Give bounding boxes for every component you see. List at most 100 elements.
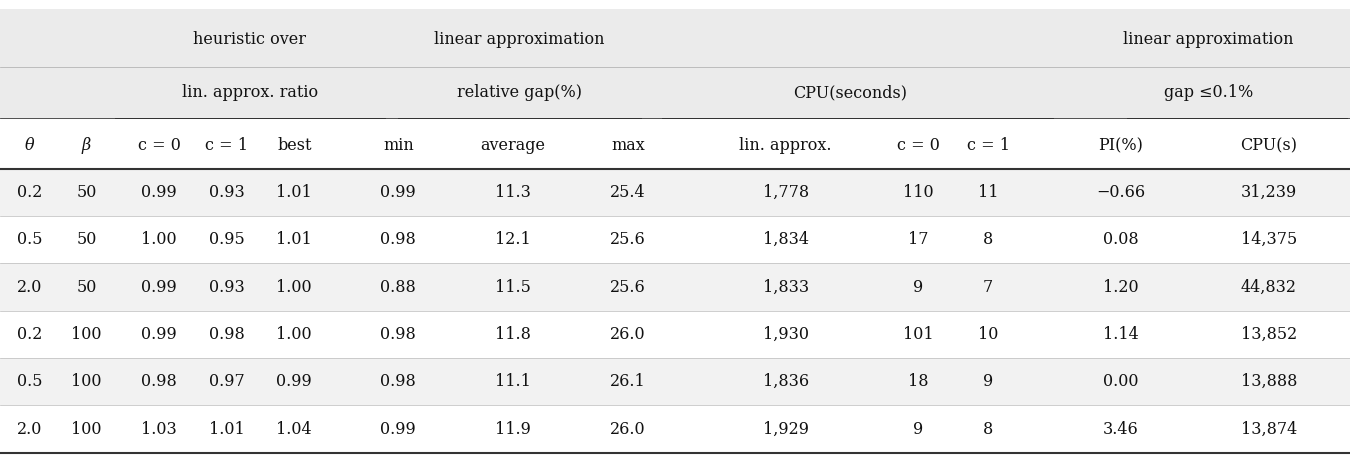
Text: 1,778: 1,778	[763, 184, 809, 201]
Text: min: min	[383, 137, 413, 154]
Text: 13,888: 13,888	[1241, 373, 1297, 390]
Text: 13,874: 13,874	[1241, 420, 1297, 438]
Text: 1.20: 1.20	[1103, 279, 1138, 296]
Text: 0.98: 0.98	[381, 231, 416, 248]
Text: 10: 10	[977, 326, 999, 343]
Text: 14,375: 14,375	[1241, 231, 1297, 248]
Text: 25.4: 25.4	[610, 184, 645, 201]
Text: 13,852: 13,852	[1241, 326, 1297, 343]
Text: 8: 8	[983, 420, 994, 438]
Text: average: average	[481, 137, 545, 154]
Text: 0.99: 0.99	[277, 373, 312, 390]
Text: linear approximation: linear approximation	[435, 31, 605, 48]
Text: 11.1: 11.1	[495, 373, 531, 390]
Text: 26.0: 26.0	[610, 420, 645, 438]
Text: 12.1: 12.1	[495, 231, 531, 248]
Text: 101: 101	[903, 326, 933, 343]
Text: 1,929: 1,929	[763, 420, 809, 438]
Text: 0.5: 0.5	[18, 373, 42, 390]
Text: 0.08: 0.08	[1103, 231, 1138, 248]
Text: max: max	[610, 137, 645, 154]
Text: 11.8: 11.8	[495, 326, 531, 343]
Text: β: β	[82, 137, 90, 154]
Bar	[0, 67, 1350, 118]
Text: 0.5: 0.5	[18, 231, 42, 248]
Text: 11.3: 11.3	[495, 184, 531, 201]
Text: 11.9: 11.9	[495, 420, 531, 438]
Text: 0.99: 0.99	[142, 279, 177, 296]
Text: 31,239: 31,239	[1241, 184, 1297, 201]
Text: 3.46: 3.46	[1103, 420, 1138, 438]
Text: linear approximation: linear approximation	[1123, 31, 1293, 48]
Text: 1.01: 1.01	[277, 231, 312, 248]
Text: 1.04: 1.04	[277, 420, 312, 438]
Text: 26.1: 26.1	[610, 373, 645, 390]
Text: 0.99: 0.99	[381, 184, 416, 201]
Bar	[0, 358, 1350, 406]
Text: 1,930: 1,930	[763, 326, 809, 343]
Bar	[0, 263, 1350, 310]
Text: c = 0: c = 0	[896, 137, 940, 154]
Text: 18: 18	[907, 373, 929, 390]
Text: −0.66: −0.66	[1096, 184, 1145, 201]
Text: 1,834: 1,834	[763, 231, 809, 248]
Text: 100: 100	[72, 420, 101, 438]
Text: 0.98: 0.98	[209, 326, 244, 343]
Text: 11.5: 11.5	[495, 279, 531, 296]
Text: CPU(seconds): CPU(seconds)	[794, 84, 907, 101]
Text: 26.0: 26.0	[610, 326, 645, 343]
Bar	[0, 216, 1350, 263]
Text: 0.88: 0.88	[381, 279, 416, 296]
Text: 50: 50	[76, 231, 97, 248]
Text: 0.93: 0.93	[209, 279, 244, 296]
Text: 50: 50	[76, 184, 97, 201]
Text: 0.98: 0.98	[142, 373, 177, 390]
Text: 0.99: 0.99	[381, 420, 416, 438]
Text: 25.6: 25.6	[610, 231, 645, 248]
Text: 2.0: 2.0	[18, 279, 42, 296]
Text: 1.01: 1.01	[277, 184, 312, 201]
Text: 7: 7	[983, 279, 994, 296]
Text: 9: 9	[983, 373, 994, 390]
Text: 17: 17	[907, 231, 929, 248]
Text: 1,836: 1,836	[763, 373, 809, 390]
Text: 1.03: 1.03	[142, 420, 177, 438]
Text: c = 1: c = 1	[967, 137, 1010, 154]
Text: 100: 100	[72, 373, 101, 390]
Text: 11: 11	[977, 184, 999, 201]
Text: 0.2: 0.2	[18, 184, 42, 201]
Text: 9: 9	[913, 420, 923, 438]
Text: 2.0: 2.0	[18, 420, 42, 438]
Text: 1.00: 1.00	[277, 279, 312, 296]
Bar	[0, 406, 1350, 453]
Text: 0.2: 0.2	[18, 326, 42, 343]
Text: 0.98: 0.98	[381, 373, 416, 390]
Bar	[0, 169, 1350, 216]
Text: c = 1: c = 1	[205, 137, 248, 154]
Text: 1.00: 1.00	[277, 326, 312, 343]
Text: 25.6: 25.6	[610, 279, 645, 296]
Text: 44,832: 44,832	[1241, 279, 1297, 296]
Text: 1,833: 1,833	[763, 279, 809, 296]
Text: 1.14: 1.14	[1103, 326, 1138, 343]
Text: PI(%): PI(%)	[1098, 137, 1143, 154]
Text: relative gap(%): relative gap(%)	[458, 84, 582, 101]
Text: 1.01: 1.01	[209, 420, 244, 438]
Text: 50: 50	[76, 279, 97, 296]
Text: 0.99: 0.99	[142, 326, 177, 343]
Text: 0.93: 0.93	[209, 184, 244, 201]
Text: 0.97: 0.97	[209, 373, 244, 390]
Text: heuristic over: heuristic over	[193, 31, 306, 48]
Bar	[0, 118, 1350, 169]
Text: 0.98: 0.98	[381, 326, 416, 343]
Text: lin. approx. ratio: lin. approx. ratio	[182, 84, 317, 101]
Text: 0.99: 0.99	[142, 184, 177, 201]
Bar	[0, 9, 1350, 67]
Text: lin. approx.: lin. approx.	[740, 137, 832, 154]
Text: c = 0: c = 0	[138, 137, 181, 154]
Text: 0.00: 0.00	[1103, 373, 1138, 390]
Text: CPU(s): CPU(s)	[1241, 137, 1297, 154]
Text: 110: 110	[903, 184, 933, 201]
Text: best: best	[277, 137, 312, 154]
Bar	[0, 310, 1350, 358]
